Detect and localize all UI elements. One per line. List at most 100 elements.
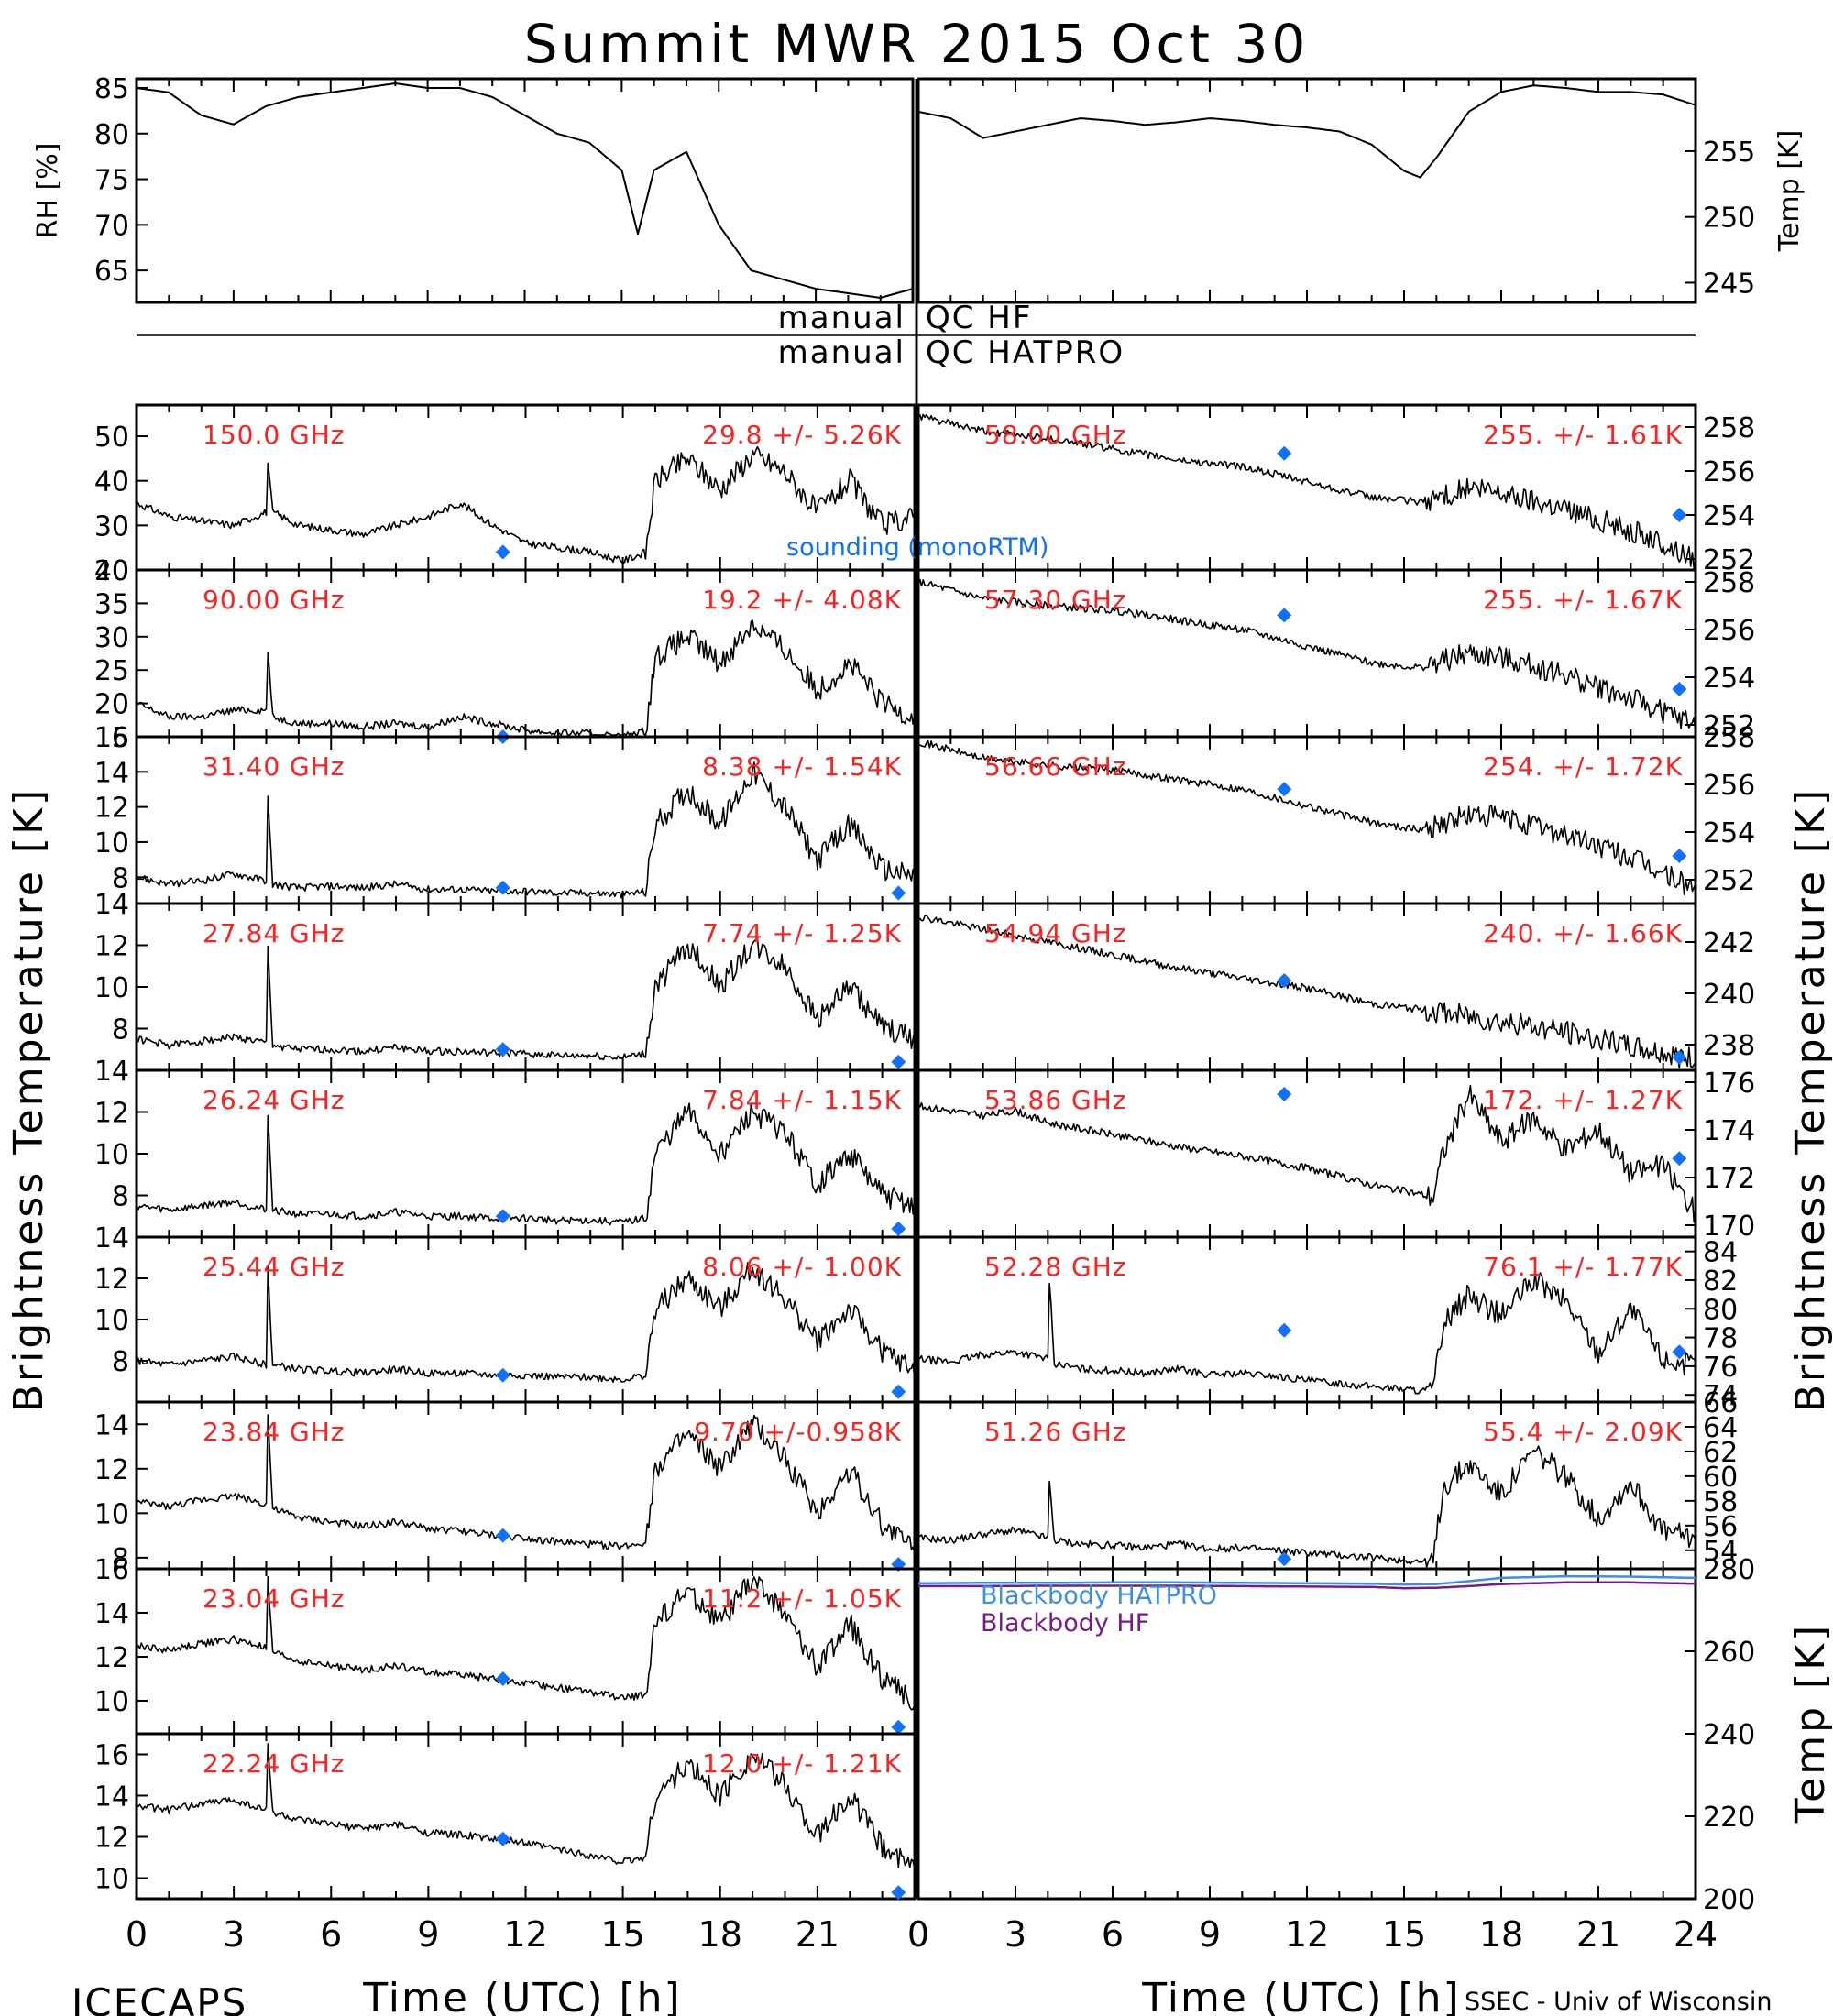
qc-left-label-2: manual [778,334,906,371]
stats-label: 240. +/- 1.66K [1483,918,1683,948]
y-tick-label: 240 [1703,979,1755,1011]
y-tick-label: 80 [1703,1294,1738,1326]
qc-right-label-1: QC HF [926,300,1032,336]
x-tick-label: 15 [1382,1914,1426,1955]
y-tick-label: 12 [94,1098,129,1130]
panel-axes: 8 10 12 14 [94,889,916,1072]
y-tick-label: 85 [94,73,129,105]
series-line [917,1084,1696,1224]
sounding-point [891,1719,906,1735]
panel-frame [916,77,1697,304]
series-line [136,82,914,299]
x-tick-label: 6 [1102,1914,1124,1955]
stats-label: 254. +/- 1.72K [1483,751,1683,782]
y-tick-label: 16 [94,1554,129,1586]
panel-axes: 200 220 240 260 280 [916,1554,1755,1916]
panel-frame [135,77,915,304]
qc-section: manual QC HF manual QC HATPRO [137,300,1696,403]
frequency-label: 22.24 GHz [203,1748,346,1779]
y-tick-label: 70 [94,210,129,242]
x-tick-label: 0 [907,1914,929,1955]
y-tick-label: 8 [112,1014,129,1046]
stats-label: 19.2 +/- 4.08K [702,585,902,615]
y-tick-label: 30 [94,510,129,542]
panel-axes: 252 254 256 258 [916,403,1755,576]
footer-ssec: SSEC - Univ of Wisconsin [1465,1988,1772,2016]
y-tick-label: 220 [1703,1802,1755,1834]
y-tick-label: 40 [94,466,129,499]
y-tick-label: 240 [1703,1719,1755,1751]
sounding-point [495,1209,510,1224]
figure-title: Summit MWR 2015 Oct 30 [524,13,1310,75]
frequency-label: 58.00 GHz [984,420,1127,450]
y-tick-label: 30 [94,622,129,654]
right-shared-ylabel: Brightness Temperature [K] [1787,787,1833,1412]
sounding-point [1277,973,1292,988]
x-tick-label: 3 [223,1914,245,1955]
xlabel-right: Time (UTC) [h] [1141,1975,1460,2016]
xlabel-left: Time (UTC) [h] [362,1975,681,2016]
y-tick-label: 60 [1703,1462,1738,1494]
sounding-point [495,1042,510,1057]
sounding-point [1277,608,1292,623]
y-tick-label: 10 [94,1139,129,1171]
series-line [917,1271,1696,1395]
y-tick-label: 12 [94,1823,129,1855]
y-tick-label: 260 [1703,1637,1755,1669]
sounding-point [1277,1322,1292,1338]
y-tick-label: 12 [94,1642,129,1674]
x-tick-label: 6 [320,1914,342,1955]
y-tick-label: 25 [94,655,129,687]
y-tick-label: 245 [1703,268,1755,300]
panel-axes: 238 240 242 [916,902,1755,1072]
legend-bb-hf: Blackbody HF [981,1609,1149,1638]
y-tick-label: 75 [94,165,129,197]
y-tick-label: 62 [1703,1437,1738,1469]
series-line [917,1445,1696,1568]
sounding-point [891,1221,906,1236]
x-tick-label: 3 [1004,1914,1026,1955]
stats-label: 255. +/- 1.67K [1483,585,1683,615]
y-tick-label: 76 [1703,1352,1738,1384]
y-tick-label: 65 [94,256,129,288]
y-tick-label: 50 [94,422,129,454]
y-tick-label: 84 [1703,1237,1738,1269]
sounding-point [891,885,906,901]
footer-icecaps: ICECAPS [71,1980,247,2016]
y-tick-label: 14 [94,1598,129,1630]
sounding-point [1672,1050,1687,1065]
y-tick-label: 14 [94,1222,129,1255]
y-tick-label: 256 [1703,615,1755,647]
frequency-label: 51.26 GHz [984,1417,1127,1447]
y-tick-label: 14 [94,757,129,789]
y-tick-label: 174 [1703,1115,1755,1147]
frequency-label: 27.84 GHz [203,918,346,948]
sounding-point [1277,782,1292,797]
y-tick-label: 10 [94,1305,129,1337]
sounding-point [495,1367,510,1383]
y-tick-label: 8 [112,1181,129,1213]
y-tick-label: 10 [94,1686,129,1718]
y-tick-label: 176 [1703,1068,1755,1100]
y-tick-label: 12 [94,1454,129,1486]
y-tick-label: 14 [94,1781,129,1813]
series-line [918,1581,1696,1590]
y-tick-label: 254 [1703,500,1755,532]
sounding-point [495,1528,510,1543]
series-line [136,445,916,564]
panel-axes: 8 10 12 14 [94,1056,916,1239]
y-tick-label: 80 [94,119,129,151]
y-tick-label: 15 [94,722,129,754]
sounding-point [891,1384,906,1399]
frequency-label: 52.28 GHz [984,1252,1127,1282]
series-line [136,1743,916,1869]
series-line [136,1414,916,1554]
x-tick-label: 15 [600,1914,644,1955]
x-tick-label: 9 [1199,1914,1221,1955]
stats-label: 11.2 +/- 1.05K [702,1583,902,1614]
y-tick-label: 58 [1703,1486,1738,1518]
frequency-label: 57.30 GHz [984,585,1127,615]
x-tick-label: 9 [417,1914,439,1955]
x-tick-label: 21 [1576,1914,1620,1955]
